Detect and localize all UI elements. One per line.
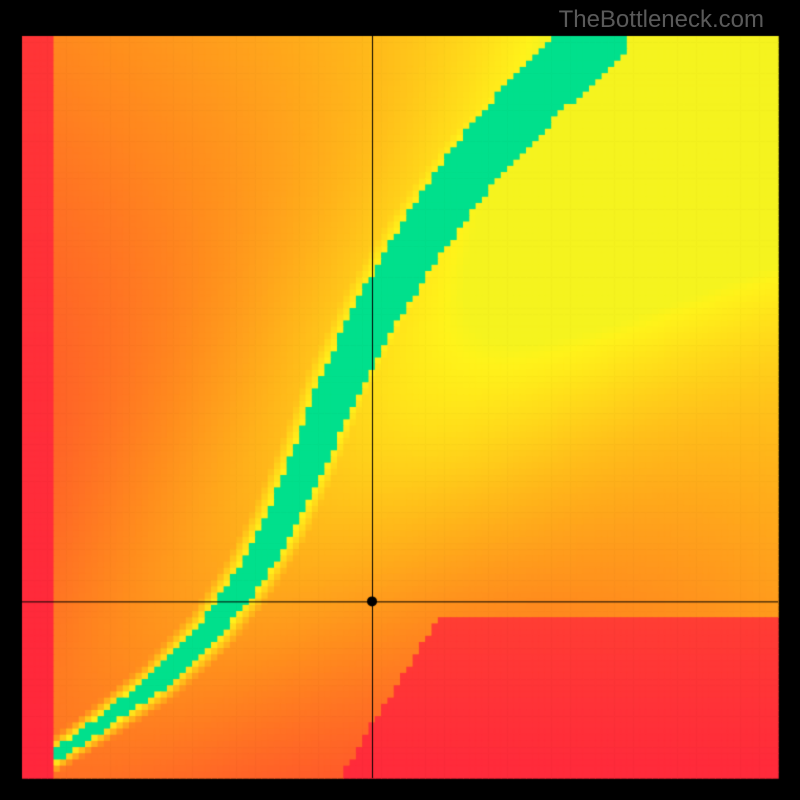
bottleneck-heatmap	[0, 0, 800, 800]
watermark-text: TheBottleneck.com	[559, 6, 764, 34]
chart-container: TheBottleneck.com	[0, 0, 800, 800]
